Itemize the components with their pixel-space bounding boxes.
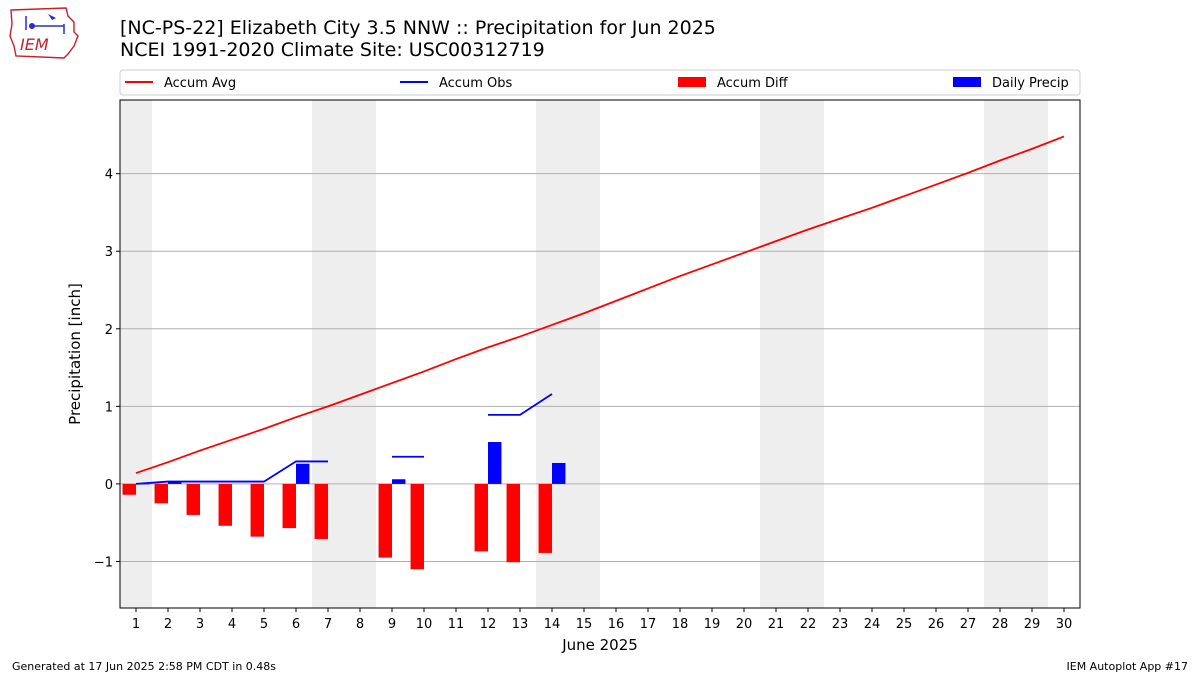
x-tick-label: 29 (1024, 617, 1041, 632)
legend-swatch (678, 77, 706, 87)
legend-accum-avg: Accum Avg (125, 76, 236, 91)
legend: Accum Avg Accum Obs Accum Diff Daily Precip (119, 69, 1081, 96)
x-tick-label: 11 (448, 617, 465, 632)
x-tick-label: 23 (832, 617, 849, 632)
y-tick-label: 1 (105, 400, 113, 415)
accum-obs-line (135, 460, 328, 485)
daily-precip-bar (168, 481, 182, 484)
x-tick-label: 25 (896, 617, 913, 632)
y-tick-label: 0 (105, 478, 113, 493)
weekend-bands (120, 100, 1048, 608)
y-tick-label: −1 (94, 555, 113, 570)
accum-diff-bar (474, 483, 488, 552)
x-tick-label: 7 (324, 617, 332, 632)
x-tick-label: 30 (1056, 617, 1073, 632)
x-tick-label: 2 (164, 617, 172, 632)
accum-diff-bar (282, 483, 296, 529)
x-tick-label: 16 (608, 617, 625, 632)
accum-diff-bar (218, 483, 232, 526)
x-tick-label: 28 (992, 617, 1009, 632)
x-tick-label: 22 (800, 617, 817, 632)
y-tick-label: 2 (105, 323, 113, 338)
accum-diff-bar (378, 483, 392, 558)
accum-diff-bar (250, 483, 264, 537)
x-tick-label: 18 (672, 617, 689, 632)
chart-title: [NC-PS-22] Elizabeth City 3.5 NNW :: Pre… (120, 17, 716, 39)
series-lines (135, 135, 1065, 485)
accum-diff-bar (410, 483, 424, 570)
accum-diff-bar (538, 483, 552, 553)
daily-precip-bar (552, 462, 566, 484)
legend-label: Accum Diff (717, 76, 789, 91)
x-tick-label: 24 (864, 617, 881, 632)
x-axis-label: June 2025 (561, 636, 638, 654)
x-tick-label: 14 (544, 617, 561, 632)
legend-accum-obs: Accum Obs (400, 76, 512, 91)
x-tick-label: 21 (768, 617, 785, 632)
accum-obs-line (488, 393, 553, 416)
legend-label: Accum Obs (439, 76, 512, 91)
footer-generated: Generated at 17 Jun 2025 2:58 PM CDT in … (12, 660, 277, 673)
x-tick-label: 15 (576, 617, 593, 632)
accum-diff-bar (122, 483, 136, 495)
weekend-band (984, 100, 1048, 608)
x-tick-label: 13 (512, 617, 529, 632)
daily-precip-bar (488, 442, 502, 484)
plot-frame (119, 99, 1081, 609)
weekend-band (120, 100, 152, 608)
x-tick-label: 4 (228, 617, 236, 632)
x-tick-label: 8 (356, 617, 364, 632)
x-tick-label: 12 (480, 617, 497, 632)
x-tick-label: 27 (960, 617, 977, 632)
legend-accum-diff: Accum Diff (678, 76, 789, 91)
x-tick-label: 10 (416, 617, 433, 632)
legend-label: Accum Avg (164, 76, 236, 91)
x-tick-label: 17 (640, 617, 657, 632)
x-tick-label: 5 (260, 617, 268, 632)
accum-diff-bar (154, 483, 168, 504)
x-tick-label: 1 (132, 617, 140, 632)
accum-diff-bar (506, 483, 520, 563)
legend-daily-precip: Daily Precip (953, 76, 1069, 91)
chart-subtitle: NCEI 1991-2020 Climate Site: USC00312719 (120, 39, 545, 61)
y-tick-label: 4 (105, 168, 113, 183)
footer-app: IEM Autoplot App #17 (1066, 660, 1189, 673)
y-tick-label: 3 (105, 245, 113, 260)
accum-diff-bar (186, 483, 200, 515)
weekend-band (760, 100, 824, 608)
accum-diff-bar (314, 483, 328, 539)
x-tick-label: 6 (292, 617, 300, 632)
legend-box (119, 69, 1081, 96)
x-tick-label: 26 (928, 617, 945, 632)
iem-logo: IEM (9, 7, 79, 59)
x-tick-label: 19 (704, 617, 721, 632)
x-tick-label: 3 (196, 617, 204, 632)
legend-swatch (953, 77, 981, 87)
logo-text: IEM (20, 35, 49, 54)
daily-precip-bar (392, 479, 406, 484)
x-tick-label: 9 (388, 617, 396, 632)
bars (122, 442, 566, 570)
daily-precip-bar (296, 463, 310, 484)
x-tick-label: 20 (736, 617, 753, 632)
grid-lines (120, 173, 1080, 562)
y-axis-label: Precipitation [inch] (66, 283, 84, 425)
accum-avg-line (135, 135, 1065, 474)
legend-label: Daily Precip (992, 76, 1069, 91)
